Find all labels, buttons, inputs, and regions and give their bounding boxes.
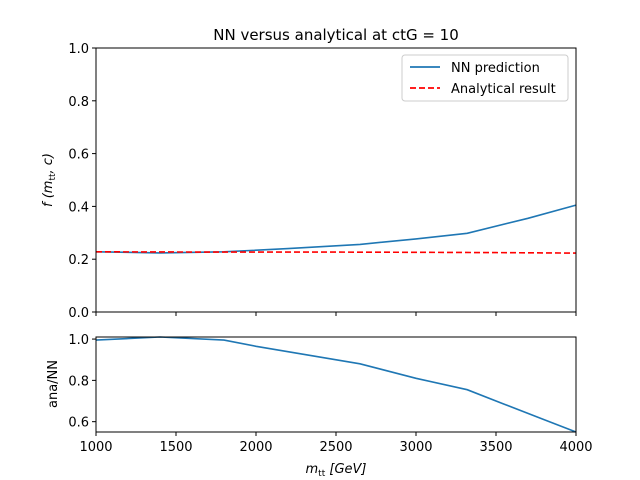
chart-title: NN versus analytical at ctG = 10 xyxy=(213,26,459,44)
top-y-tick-label: 0.4 xyxy=(68,200,89,215)
bottom-y-tick-label: 1.0 xyxy=(68,333,89,348)
top-ticks: 0.0 0.2 0.4 0.6 0.8 1.0 xyxy=(68,42,577,321)
bottom-y-tick-label: 0.6 xyxy=(68,416,89,431)
ylabel-post: , c) xyxy=(41,153,56,173)
bottom-x-tick-label: 2500 xyxy=(319,440,352,455)
legend-box xyxy=(401,54,569,102)
ylabel-sub: tt xyxy=(48,173,58,181)
xlabel-sub: tt xyxy=(318,469,326,479)
top-series-line-1 xyxy=(95,251,577,254)
ylabel-pre: f ( xyxy=(41,192,56,207)
bottom-x-tick-label: 1000 xyxy=(79,440,112,455)
top-y-axis-label: f (mtt, c) xyxy=(41,153,58,207)
top-y-tick-label: 0.6 xyxy=(68,148,89,163)
legend-label-analytical-result: Analytical result xyxy=(451,82,556,97)
xlabel-post: [GeV] xyxy=(325,462,366,477)
bottom-panel: 0.6 0.8 1.0 1000 1500 2000 2500 3000 3500 4000 an… xyxy=(46,333,593,479)
top-panel: NN versus analytical at ctG = 10 0.00.20… xyxy=(41,26,577,321)
bottom-y-axis-label: ana/NN xyxy=(46,360,61,408)
bottom-series-line-0 xyxy=(95,336,577,433)
bottom-x-tick-label: 4000 xyxy=(559,440,592,455)
top-y-tick-label: 0.8 xyxy=(68,95,89,110)
bottom-x-tick-label: 3500 xyxy=(479,440,512,455)
x-axis-label: mtt [GeV] xyxy=(306,462,367,479)
bottom-x-tick-label: 2000 xyxy=(239,440,272,455)
bottom-x-tick-label: 3000 xyxy=(399,440,432,455)
top-series-layer xyxy=(95,204,577,254)
top-y-tick-label: 0.0 xyxy=(68,306,89,321)
top-y-tick-label: 1.0 xyxy=(68,42,89,57)
ylabel-main: m xyxy=(41,181,56,194)
bottom-y-tick-label: 0.8 xyxy=(68,374,89,389)
legend: NN prediction Analytical result xyxy=(401,54,569,102)
bottom-series-layer xyxy=(95,336,577,433)
legend-label-nn-prediction: NN prediction xyxy=(451,61,540,76)
bottom-x-tick-label: 1500 xyxy=(159,440,192,455)
top-y-tick-label: 0.2 xyxy=(68,253,89,268)
xlabel-main: m xyxy=(306,462,319,477)
bottom-ticks: 0.6 0.8 1.0 1000 1500 2000 2500 3000 3500 4000 xyxy=(68,333,592,455)
